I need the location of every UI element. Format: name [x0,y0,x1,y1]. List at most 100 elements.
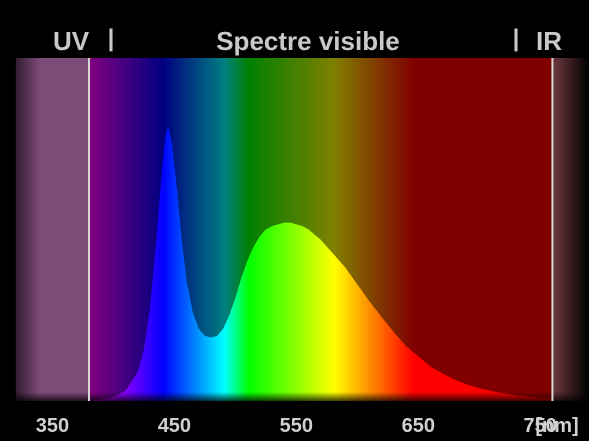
spectrum-bg-band [318,58,322,401]
spectrum-bg-band [467,58,471,401]
x-tick-label: 550 [280,415,313,437]
spectrum-bg-band [501,58,505,401]
spectrum-bg-band [259,58,263,401]
spectrum-bg-band [235,58,239,401]
spectrum-bright-band [296,126,300,401]
spectrum-bright-band [176,126,180,401]
spectrum-bg-band [218,58,222,401]
spectrum-bg-band [342,58,346,401]
left-vignette [0,55,40,410]
spectrum-bg-band [469,58,473,401]
spectrum-bg-band [106,58,110,401]
spectrum-bg-band [89,58,93,401]
spectrum-bg-band [330,58,334,401]
spectrum-bg-band [518,58,522,401]
spectrum-bg-band [525,58,529,401]
spectrum-bright-band [325,126,329,401]
spectrum-bg-band [532,58,536,401]
spectrum-bg-band [393,58,397,401]
x-tick-label: 350 [36,415,69,437]
spectrum-bright-band [274,126,278,401]
spectrum-bg-band [437,58,441,401]
spectrum-bright-band [257,126,261,401]
spectrum-bg-band [362,58,366,401]
spectrum-bg-band [369,58,373,401]
spectrum-bg-band [230,58,234,401]
spectrum-bright-band [318,126,322,401]
spectrum-bg-band [506,58,510,401]
spectrum-bg-band [215,58,219,401]
spectrum-bg-band [386,58,390,401]
spectrum-bg-band [379,58,383,401]
spectrum-bg-band [396,58,400,401]
spectrum-bg-band [540,58,544,401]
spectrum-bg-band [384,58,388,401]
spectrum-bg-band [537,58,541,401]
spectrum-bg-band [459,58,463,401]
spectrum-bright-band [164,126,168,401]
spectrum-bg-band [240,58,244,401]
spectrum-bright-band [174,126,178,401]
spectrum-bg-band [445,58,449,401]
spectrum-bg-band [249,58,254,401]
spectrum-bg-band [132,58,136,401]
spectrum-bg-band [535,58,539,401]
spectrum-bg-band [435,58,439,401]
spectrum-bright-band [298,126,302,401]
spectrum-bright-band [335,126,339,401]
spectrum-bg-band [237,58,241,401]
spectrum-bg-band [245,58,249,401]
spectrum-bright-band [286,126,290,401]
spectrum-bg-band [130,58,134,401]
spectrum-bright-band [315,126,319,401]
spectrum-bright-band [332,126,336,401]
spectrum-bg-band [376,58,380,401]
spectrum-bright-band [254,126,258,401]
spectrum-bg-band [423,58,427,401]
spectrum-bg-band [332,58,336,401]
spectrum-bright-band [308,126,312,401]
spectrum-bg-band [364,58,368,401]
spectrum-bright-band [281,126,285,401]
spectrum-bg-band [110,58,115,401]
spectrum-bright-band [279,126,283,401]
spectrum-bright-band [171,126,175,401]
spectrum-bg-band [125,58,129,401]
spectrum-bg-band [96,58,100,401]
spectrum-bg-band [337,58,341,401]
spectrum-bright-band [289,126,293,401]
spectrum-bg-band [254,58,258,401]
spectrum-bg-band [313,58,317,401]
spectrum-bg-band [352,58,356,401]
uv-label: UV [53,26,90,56]
x-tick-label: 750 [524,415,557,437]
spectrum-bg-band [347,58,351,401]
spectrum-bg-band [496,58,500,401]
spectrum-bg-band [340,58,344,401]
spectrum-bg-band [184,58,188,401]
spectrum-bg-band [452,58,456,401]
spectrum-bg-band [220,58,224,401]
spectrum-bg-band [115,58,119,401]
spectrum-bg-band [103,58,107,401]
spectrum-bg-band [491,58,495,401]
spectrum-bright-band [167,126,171,401]
spectrum-bg-band [449,58,454,401]
spectrum-bg-band [242,58,246,401]
spectrum-bg-band [523,58,527,401]
spectrum-bg-band [252,58,256,401]
spectrum-bright-band [252,126,256,401]
spectrum-bg-band [493,58,497,401]
spectrum-bg-band [128,58,132,401]
spectrum-bg-band [398,58,402,401]
spectrum-bg-band [457,58,461,401]
spectrum-bg-band [315,58,319,401]
spectrum-bg-band [228,58,232,401]
spectrum-bg-band [371,58,375,401]
spectrum-bg-band [142,58,146,401]
spectrum-bg-band [481,58,485,401]
spectrum-bg-band [403,58,407,401]
spectrum-bright-band [303,126,307,401]
